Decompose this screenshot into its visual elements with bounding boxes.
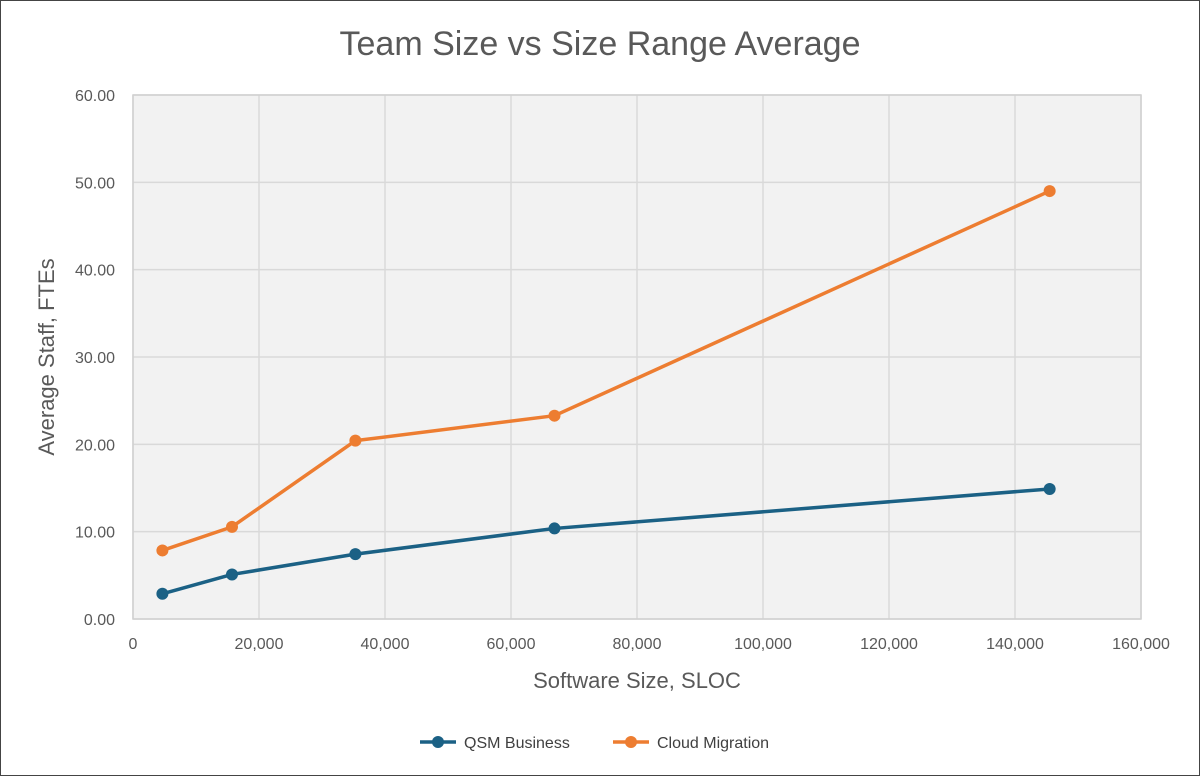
x-tick-label: 100,000: [734, 636, 792, 653]
x-tick-label: 80,000: [613, 636, 662, 653]
x-tick-label: 120,000: [860, 636, 918, 653]
y-tick-label: 60.00: [75, 88, 115, 105]
y-tick-label: 0.00: [84, 612, 115, 629]
x-tick-label: 140,000: [986, 636, 1044, 653]
x-axis-title: Software Size, SLOC: [533, 668, 741, 693]
data-point: [156, 544, 169, 557]
data-point: [225, 520, 238, 533]
y-tick-label: 20.00: [75, 437, 115, 454]
x-tick-label: 60,000: [487, 636, 536, 653]
legend-marker: [432, 736, 444, 748]
legend-label: QSM Business: [464, 735, 570, 752]
data-point: [548, 409, 561, 422]
data-point: [548, 522, 561, 535]
y-tick-label: 40.00: [75, 263, 115, 280]
data-point: [349, 548, 362, 561]
data-point: [225, 568, 238, 581]
y-tick-label: 30.00: [75, 350, 115, 367]
x-tick-label: 0: [129, 636, 138, 653]
data-point: [156, 587, 169, 600]
x-tick-label: 20,000: [235, 636, 284, 653]
y-tick-label: 50.00: [75, 175, 115, 192]
legend-marker: [625, 736, 637, 748]
y-tick-label: 10.00: [75, 525, 115, 542]
x-tick-label: 160,000: [1112, 636, 1170, 653]
y-axis-title: Average Staff, FTEs: [34, 258, 59, 455]
data-point: [349, 434, 362, 447]
data-point: [1043, 185, 1056, 198]
x-tick-label: 40,000: [361, 636, 410, 653]
legend-label: Cloud Migration: [657, 735, 769, 752]
plot-border: [132, 94, 1142, 620]
chart-title: Team Size vs Size Range Average: [340, 25, 861, 63]
data-point: [1043, 482, 1056, 495]
